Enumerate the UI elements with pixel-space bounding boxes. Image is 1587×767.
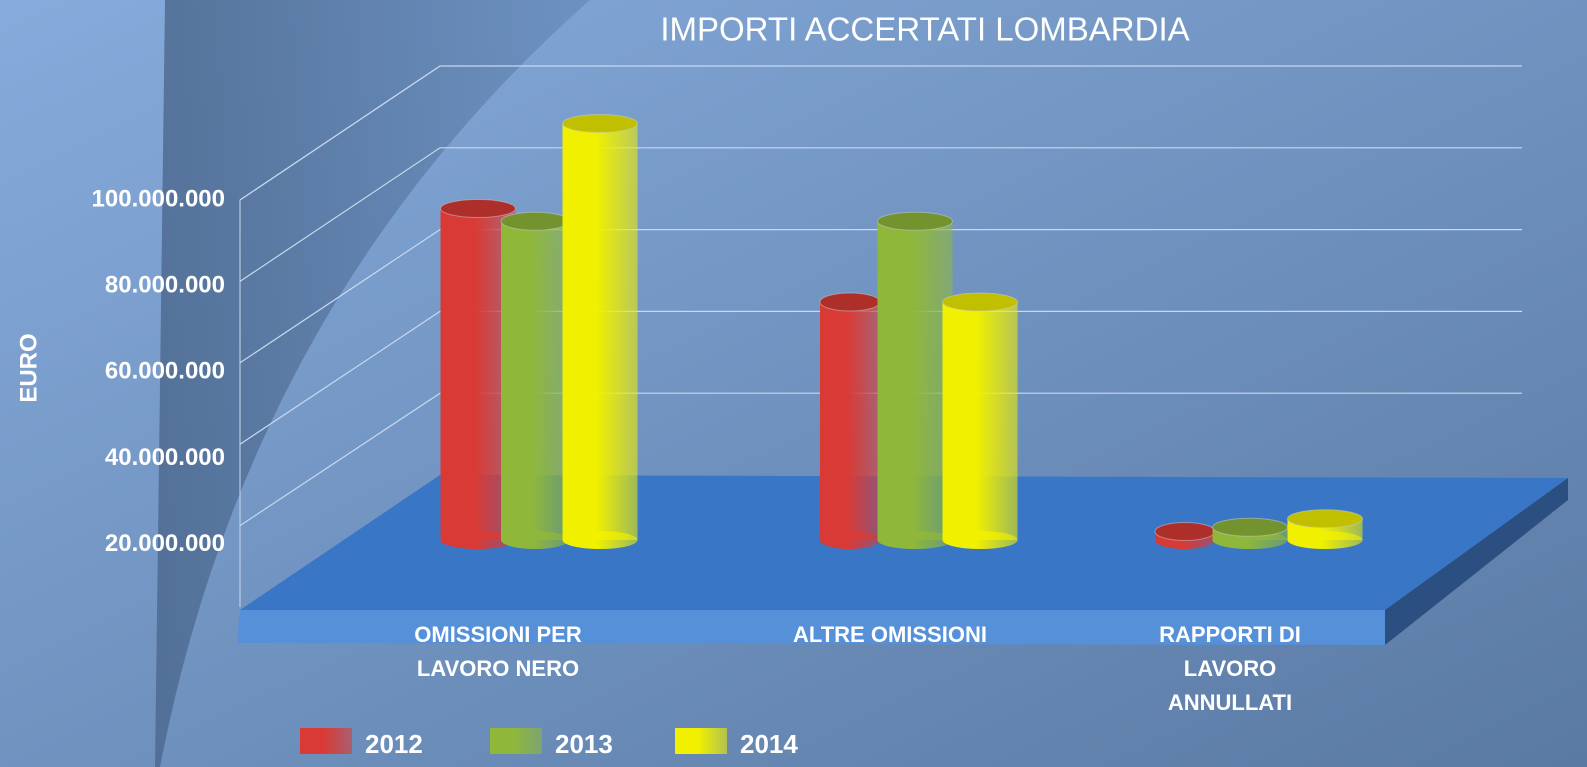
- bar-base: [501, 531, 569, 549]
- x-tick-label: OMISSIONI PER LAVORO NERO: [414, 622, 582, 681]
- bar: [562, 123, 638, 540]
- bar-cap: [877, 211, 953, 231]
- grid-line: [239, 392, 1522, 527]
- bar-cap: [440, 199, 516, 218]
- bar-base: [1287, 531, 1363, 549]
- bar-base: [820, 531, 880, 549]
- y-tick-label: 40.000.000: [105, 444, 225, 471]
- grid-line: [239, 229, 1522, 364]
- bar-cap: [1212, 517, 1288, 537]
- grid-line: [239, 147, 1522, 282]
- bar-base: [942, 531, 1018, 549]
- bar: [942, 302, 1018, 540]
- legend-swatch: [490, 728, 542, 754]
- grid-line: [239, 65, 1522, 201]
- decoration-arc: [155, 0, 590, 767]
- legend-label: 2013: [555, 729, 613, 759]
- legend-label: 2012: [365, 729, 423, 759]
- x-tick-label: RAPPORTI DI LAVORO ANNULLATI: [1159, 622, 1301, 715]
- bar-cap: [819, 292, 881, 312]
- y-tick-label: 100.000.000: [92, 185, 225, 212]
- y-axis-title: EURO: [15, 333, 42, 402]
- bar-cap: [1154, 522, 1216, 541]
- y-tick-label: 80.000.000: [105, 272, 225, 299]
- bar-base: [877, 531, 953, 549]
- bar-base: [562, 531, 638, 549]
- bar-cap: [500, 211, 570, 231]
- bar-base: [440, 531, 516, 549]
- legend-label: 2014: [740, 729, 798, 759]
- floor-side: [1385, 478, 1568, 645]
- legend-swatch: [300, 728, 352, 754]
- y-tick-label: 60.000.000: [105, 358, 225, 385]
- x-tick-label: ALTRE OMISSIONI: [793, 622, 987, 647]
- bar: [820, 302, 880, 540]
- bar: [877, 221, 953, 540]
- bar-cap: [942, 292, 1018, 312]
- bar-cap: [562, 114, 638, 133]
- legend-swatch: [675, 728, 727, 754]
- bar: [501, 221, 569, 540]
- bar-cap: [1287, 509, 1363, 529]
- y-tick-label: 20.000.000: [105, 530, 225, 557]
- grid-line: [239, 310, 1522, 445]
- chart-title: IMPORTI ACCERTATI LOMBARDIA: [660, 11, 1189, 48]
- floor-edge: [237, 610, 1385, 645]
